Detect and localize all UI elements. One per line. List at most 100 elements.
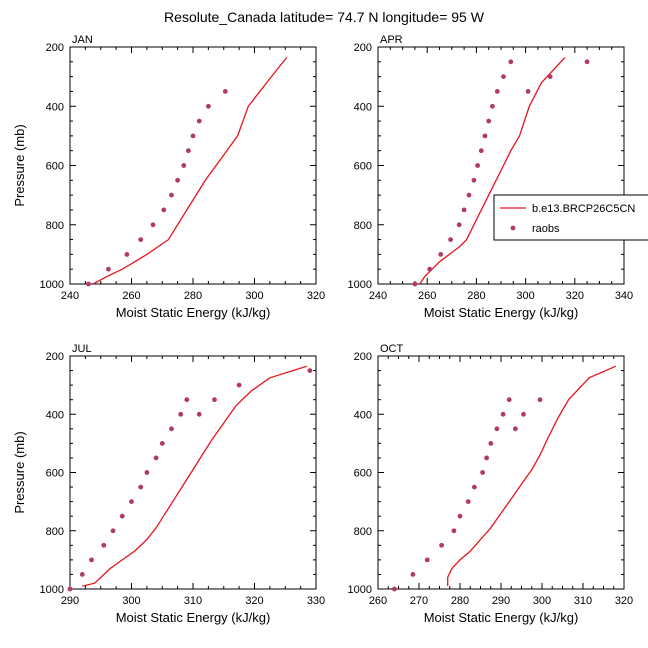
raobs-point (525, 89, 531, 94)
raobs-point (150, 222, 156, 228)
y-tick-label: 600 (354, 161, 372, 173)
raobs-point (307, 368, 313, 373)
panel-label: OCT (380, 343, 404, 355)
raobs-point (169, 426, 174, 432)
raobs-point (547, 74, 553, 79)
raobs-point (427, 266, 433, 272)
x-axis-label: Moist Static Energy (kJ/kg) (424, 610, 579, 625)
y-tick-label: 800 (354, 220, 372, 232)
model-profile-line (82, 365, 307, 587)
raobs-point (67, 586, 73, 592)
y-tick-label: 400 (354, 101, 372, 113)
x-tick-label: 290 (61, 595, 79, 607)
legend-entry-raobs: raobs (532, 223, 560, 235)
raobs-point (480, 470, 485, 475)
y-tick-label: 600 (46, 468, 64, 480)
raobs-point (471, 177, 477, 183)
raobs-point (508, 59, 514, 65)
x-tick-label: 320 (307, 290, 325, 302)
panel-oct: OCT 260 270 280 290 300 310 320 200 400 600 800 1000… (348, 343, 634, 625)
raobs-point (461, 207, 467, 213)
raobs-point (456, 222, 462, 228)
x-tick-label: 240 (369, 290, 387, 302)
raobs-point (475, 163, 480, 168)
raobs-point (119, 513, 125, 519)
x-axis-label: Moist Static Energy (kJ/kg) (116, 610, 271, 625)
raobs-point (439, 542, 444, 548)
plot-frame (69, 355, 317, 590)
x-tick-label: 280 (184, 290, 202, 302)
panel-label: JUL (72, 343, 92, 355)
legend-box (493, 194, 648, 241)
raobs-point (488, 441, 494, 446)
raobs-point (186, 148, 191, 154)
y-tick-label: 200 (354, 42, 372, 54)
raobs-point (106, 266, 111, 272)
y-tick-label: 600 (354, 468, 372, 480)
x-tick-label: 320 (615, 595, 633, 607)
panel-label: JAN (72, 34, 93, 46)
model-profile-line (447, 365, 617, 587)
raobs-point (482, 133, 488, 139)
raobs-point (513, 426, 518, 432)
y-tick-label: 400 (46, 409, 64, 421)
panel-jan: JAN 240 260 280 300 320 200 400 600 800 1000 Moist … (12, 34, 325, 320)
y-tick-label: 800 (354, 526, 372, 538)
raobs-point (392, 586, 397, 592)
raobs-point (175, 177, 181, 183)
raobs-point (472, 484, 477, 490)
raobs-point (410, 572, 416, 577)
raobs-point (129, 499, 134, 504)
raobs-point (86, 281, 91, 287)
raobs-point (478, 148, 484, 154)
raobs-point (169, 192, 174, 198)
raobs-point (79, 572, 85, 577)
raobs-point (236, 382, 242, 388)
model-profile-line (92, 56, 288, 284)
raobs-point (584, 59, 590, 65)
x-tick-label: 320 (245, 595, 263, 607)
x-tick-label: 280 (467, 290, 485, 302)
raobs-point (212, 397, 217, 403)
raobs-point (196, 411, 202, 417)
raobs-point (190, 133, 196, 139)
raobs-point (490, 103, 495, 109)
y-tick-label: 1000 (40, 279, 64, 291)
raobs-point (484, 455, 489, 461)
y-tick-label: 400 (46, 101, 64, 113)
x-axis-label: Moist Static Energy (kJ/kg) (424, 305, 579, 320)
x-tick-label: 260 (418, 290, 436, 302)
raobs-point (196, 118, 202, 124)
raobs-point (537, 397, 543, 403)
raobs-point (89, 557, 94, 563)
raobs-point (124, 252, 130, 257)
legend-marker-swatch (510, 225, 516, 231)
plot-frame (377, 46, 625, 285)
y-tick-label: 1000 (348, 584, 372, 596)
x-tick-label: 340 (615, 290, 633, 302)
x-tick-label: 290 (492, 595, 510, 607)
x-tick-label: 330 (307, 595, 325, 607)
x-tick-label: 240 (61, 290, 79, 302)
raobs-point (451, 528, 457, 534)
y-tick-label: 200 (46, 351, 64, 363)
y-tick-label: 1000 (40, 584, 64, 596)
raobs-point (448, 237, 453, 243)
raobs-point (161, 207, 167, 213)
raobs-point (486, 118, 492, 124)
x-tick-label: 260 (369, 595, 387, 607)
x-tick-label: 300 (533, 595, 551, 607)
legend-entry-model: b.e13.BRCP26C5CN (532, 203, 635, 215)
y-axis-label: Pressure (mb) (12, 124, 27, 206)
x-tick-label: 260 (122, 290, 140, 302)
panel-label: APR (380, 34, 403, 46)
x-tick-label: 310 (184, 595, 202, 607)
raobs-point (500, 411, 506, 417)
y-tick-label: 800 (46, 526, 64, 538)
raobs-point (206, 103, 211, 109)
y-tick-label: 800 (46, 220, 64, 232)
y-tick-label: 200 (46, 42, 64, 54)
raobs-point (466, 192, 472, 198)
y-tick-label: 1000 (348, 279, 372, 291)
